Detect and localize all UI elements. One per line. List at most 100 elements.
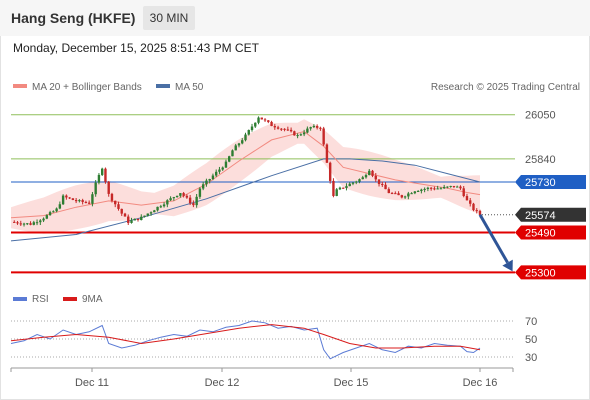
candle-body <box>449 185 452 187</box>
candle-body <box>338 187 342 190</box>
candle-body <box>188 197 192 204</box>
candle-body <box>423 188 426 190</box>
x-tick-label: Dec 12 <box>205 377 240 389</box>
candle-body <box>478 210 482 216</box>
candle-body <box>175 195 179 198</box>
candle-body <box>355 181 358 183</box>
rsi-legend-label: RSI <box>32 294 49 305</box>
candle-body <box>299 134 303 136</box>
candle-body <box>91 194 94 204</box>
candle-body <box>159 206 163 208</box>
candle-body <box>114 200 117 205</box>
candle-body <box>87 202 91 204</box>
candle-body <box>442 186 446 189</box>
candle-body <box>162 204 166 207</box>
candle-body <box>156 206 159 211</box>
candle-body <box>374 175 377 180</box>
candle-body <box>100 168 104 175</box>
level-tag-25730 <box>515 174 586 189</box>
candle-body <box>84 201 88 203</box>
candle-body <box>231 150 234 157</box>
timeframe-badge[interactable]: 30 MIN <box>143 6 195 30</box>
candle-body <box>74 200 78 202</box>
candle-body <box>361 177 364 180</box>
candle-body <box>61 195 65 205</box>
projection-arrow-shaft <box>478 214 509 264</box>
candle-body <box>192 203 195 206</box>
rsi-legend-swatch <box>13 297 27 301</box>
level-tag-text-25574: 25574 <box>525 210 556 222</box>
rsi-panel: 70 50 30 <box>10 316 537 364</box>
candle-body <box>342 187 345 189</box>
candle-body <box>384 184 387 190</box>
candle-body <box>241 140 244 144</box>
candle-body <box>439 188 443 190</box>
candle-body <box>13 221 16 223</box>
ma50-legend-swatch <box>156 84 170 88</box>
candle-body <box>228 156 231 162</box>
credit-text: Research © 2025 Trading Central <box>431 82 580 93</box>
candle-body <box>237 143 241 146</box>
candle-body <box>456 186 459 188</box>
candle-body <box>81 200 84 202</box>
candle-body <box>270 121 273 127</box>
ma20-legend-label: MA 20 + Bollinger Bands <box>32 82 142 93</box>
candle-body <box>469 200 472 204</box>
candle-body <box>16 222 19 224</box>
candle-body <box>309 127 312 129</box>
candle-body <box>169 198 172 201</box>
candle-body <box>250 126 254 131</box>
candle-body <box>390 193 394 195</box>
candle-body <box>211 175 215 180</box>
candle-body <box>143 215 146 217</box>
candle-body <box>254 122 257 127</box>
level-tags: 26050 25840 25730 25574 25490 25300 <box>515 110 586 280</box>
candle-body <box>120 208 123 214</box>
candle-body <box>289 129 293 132</box>
level-lines <box>11 114 515 274</box>
level-tag-text-25300: 25300 <box>525 267 556 279</box>
candle-body <box>306 128 309 133</box>
candle-body <box>205 180 208 185</box>
candle-body <box>244 134 247 141</box>
candle-body <box>58 204 62 209</box>
candle-body <box>166 200 169 205</box>
rsi-ma-legend-swatch <box>63 297 77 301</box>
candle-body <box>283 128 286 130</box>
rsi-ma-legend-label: 9MA <box>82 294 103 305</box>
candle-body <box>52 211 55 213</box>
candle-body <box>260 117 263 120</box>
ma50-line <box>10 158 481 242</box>
candle-body <box>429 187 433 189</box>
level-tag-25490 <box>515 225 586 240</box>
candle-body <box>214 171 218 176</box>
candle-body <box>182 193 185 196</box>
candle-body <box>123 213 127 217</box>
x-tick-label: Dec 15 <box>334 377 369 389</box>
candle-body <box>335 189 338 196</box>
candle-body <box>78 200 81 202</box>
candle-body <box>26 223 29 225</box>
rsi-legend: RSI 9MA <box>13 294 103 305</box>
candle-body <box>273 126 277 128</box>
candle-body <box>208 179 211 181</box>
candle-body <box>140 216 143 221</box>
candle-body <box>133 218 136 221</box>
level-label-25840: 25840 <box>525 154 556 166</box>
candle-body <box>420 189 423 192</box>
candle-body <box>325 144 329 163</box>
candle-body <box>39 220 42 223</box>
candle-body <box>32 222 35 225</box>
candle-body <box>472 203 475 211</box>
candle-body <box>322 128 325 145</box>
candle-body <box>276 127 280 129</box>
candle-body <box>345 186 348 188</box>
candle-body <box>293 131 296 136</box>
candle-body <box>433 188 436 190</box>
candle-body <box>465 196 469 201</box>
candle-body <box>65 195 68 198</box>
candle-body <box>459 186 462 189</box>
candle-body <box>416 191 420 193</box>
level-tag-25300 <box>515 265 586 280</box>
